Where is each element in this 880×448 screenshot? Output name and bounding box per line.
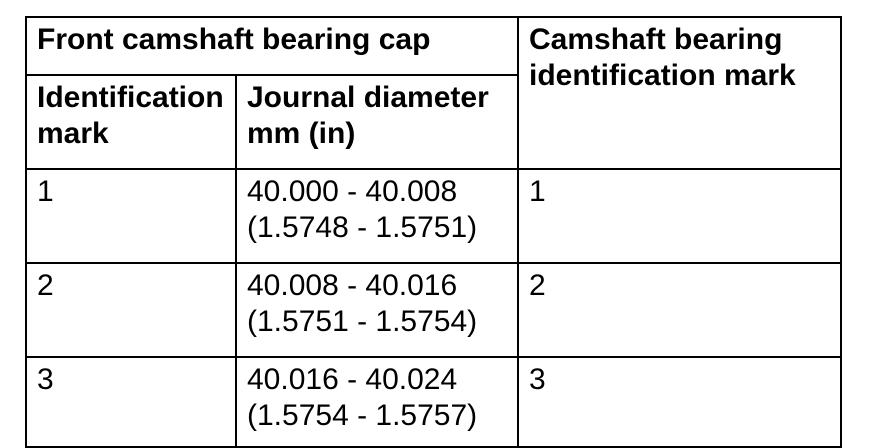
journal-in-value: (1.5748 - 1.5751) <box>247 211 478 244</box>
bearing-mark-cell: 1 <box>517 168 842 264</box>
identification-mark-header: Identification mark <box>25 74 237 170</box>
table-row: 2 40.008 - 40.016 (1.5751 - 1.5754) 2 <box>25 262 842 358</box>
table-row: 1 40.000 - 40.008 (1.5748 - 1.5751) 1 <box>25 168 842 264</box>
table-row: 3 40.016 - 40.024 (1.5754 - 1.5757) 3 <box>25 356 842 448</box>
journal-in-value: (1.5751 - 1.5754) <box>247 305 478 338</box>
bearing-mark-cell: 3 <box>517 356 842 448</box>
journal-diameter-header: Journal diameter mm (in) <box>235 74 519 170</box>
camshaft-journal-table: Front camshaft bearing cap Camshaft bear… <box>25 16 842 448</box>
bearing-mark-cell: 2 <box>517 262 842 358</box>
id-mark-cell: 3 <box>25 356 237 448</box>
table-subheader-row: Identification mark Journal diameter mm … <box>25 74 841 170</box>
journal-mm-value: 40.016 - 40.024 <box>247 363 458 396</box>
front-cap-header: Front camshaft bearing cap <box>25 16 519 76</box>
journal-diameter-cell: 40.000 - 40.008 (1.5748 - 1.5751) <box>235 168 519 264</box>
journal-in-value: (1.5754 - 1.5757) <box>247 399 478 432</box>
journal-diameter-cell: 40.008 - 40.016 (1.5751 - 1.5754) <box>235 262 519 358</box>
journal-mm-value: 40.008 - 40.016 <box>247 269 458 302</box>
journal-diameter-cell: 40.016 - 40.024 (1.5754 - 1.5757) <box>235 356 519 448</box>
id-mark-cell: 1 <box>25 168 237 264</box>
bearing-id-mark-header: Camshaft bearing identification mark <box>517 16 842 170</box>
table-header-row: Front camshaft bearing cap Camshaft bear… <box>25 16 842 170</box>
journal-mm-value: 40.000 - 40.008 <box>247 175 458 208</box>
id-mark-cell: 2 <box>25 262 237 358</box>
